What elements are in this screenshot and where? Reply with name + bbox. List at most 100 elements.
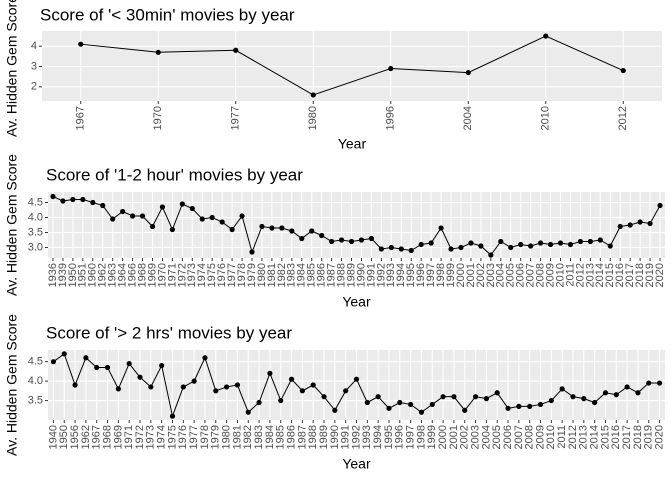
x-tick-label: 1968	[101, 425, 113, 449]
point	[100, 202, 106, 209]
x-tick-label: 1990	[329, 425, 341, 449]
point	[386, 405, 392, 411]
x-tick-label: 1992	[375, 263, 387, 287]
point	[398, 246, 404, 252]
point	[508, 244, 514, 251]
x-tick-label: 2012	[617, 106, 629, 130]
point	[587, 238, 593, 245]
x-tick-label: 1969	[146, 263, 158, 287]
x-tick-label: 1974	[156, 425, 168, 449]
x-tick-label: 2013	[578, 425, 590, 449]
x-tick-label: 1979	[210, 425, 222, 449]
point	[279, 225, 285, 231]
point	[224, 384, 230, 390]
point	[90, 199, 96, 206]
x-tick-label: 2010	[554, 263, 566, 287]
point	[468, 240, 474, 246]
x-tick-label: 1987	[326, 263, 338, 287]
x-tick-label: 1996	[385, 106, 397, 130]
point	[488, 252, 494, 258]
point	[269, 225, 275, 231]
x-tick-label: 1985	[275, 425, 287, 449]
x-tick-label: 1989	[318, 425, 330, 449]
x-tick-label: 1980	[221, 425, 233, 449]
x-tick-label: 1999	[445, 263, 457, 287]
x-tick-label: 2019	[643, 425, 655, 449]
point	[624, 384, 630, 390]
x-tick-label: 1977	[226, 263, 238, 287]
point	[451, 394, 457, 400]
x-tick-label: 2008	[524, 425, 536, 449]
x-tick-label: 1983	[286, 263, 298, 287]
point	[559, 386, 565, 392]
x-tick-label: 1991	[340, 425, 352, 449]
x-tick-label: 1978	[236, 263, 248, 287]
point	[267, 370, 273, 376]
x-tick-label: 2012	[567, 425, 579, 449]
point	[299, 235, 305, 242]
point	[50, 193, 56, 200]
point	[191, 378, 197, 384]
x-tick-label: 1982	[276, 263, 288, 287]
x-tick-label: 1950	[67, 263, 79, 287]
point	[617, 223, 623, 230]
x-tick-label: 1979	[246, 263, 258, 287]
point	[137, 374, 143, 380]
point	[80, 196, 86, 203]
x-tick-label: 2001	[448, 425, 460, 449]
x-tick-label: 2009	[544, 263, 556, 287]
x-tick-label: 1972	[134, 425, 146, 449]
x-tick-label: 2020	[653, 425, 665, 449]
point	[329, 238, 335, 245]
point	[408, 247, 414, 254]
x-tick-label: 2003	[469, 425, 481, 449]
x-tick-label: 1970	[156, 263, 168, 287]
point	[353, 376, 360, 382]
x-tick-label: 2005	[491, 425, 503, 449]
y-tick-label: 3.5	[28, 394, 43, 406]
x-tick-label: 1950	[58, 425, 70, 449]
point	[570, 394, 576, 400]
x-axis-title: Year	[342, 294, 371, 310]
point	[229, 226, 235, 233]
x-tick-label: 1940	[47, 425, 59, 449]
point	[408, 401, 414, 408]
point	[169, 413, 176, 419]
y-tick-label: 3.5	[28, 226, 43, 238]
point	[657, 202, 663, 209]
point	[60, 198, 66, 204]
point	[310, 382, 316, 388]
y-axis-title: Av. Hidden Gem Score	[4, 154, 20, 296]
point	[289, 228, 295, 234]
point	[159, 362, 165, 369]
point	[299, 388, 305, 394]
x-tick-label: 1976	[216, 263, 228, 287]
chart-title: Score of '< 30min' movies by year	[40, 5, 295, 24]
point	[388, 65, 394, 72]
x-tick-label: 1987	[296, 425, 308, 449]
point	[602, 390, 609, 396]
x-tick-label: 1967	[75, 106, 87, 130]
x-tick-label: 1977	[188, 425, 200, 449]
point	[78, 41, 84, 47]
point	[249, 249, 255, 255]
x-tick-label: 1995	[383, 425, 395, 449]
point	[440, 394, 446, 400]
y-tick-label: 4.5	[28, 356, 43, 368]
x-tick-label: 1988	[335, 263, 347, 287]
x-tick-label: 1981	[231, 425, 243, 449]
x-tick-label: 2006	[515, 263, 527, 287]
x-tick-label: 2014	[589, 425, 601, 449]
x-tick-label: 1997	[405, 425, 417, 449]
plot-background	[48, 192, 665, 258]
x-tick-label: 1939	[57, 263, 69, 287]
x-tick-label: 1982	[242, 425, 254, 449]
x-tick-label: 2018	[634, 263, 646, 287]
x-tick-label: 1951	[77, 263, 89, 287]
x-tick-label: 2011	[556, 425, 568, 449]
point	[472, 394, 479, 400]
point	[557, 240, 564, 246]
x-tick-label: 1988	[307, 425, 319, 449]
point	[465, 69, 471, 76]
point	[70, 196, 76, 203]
